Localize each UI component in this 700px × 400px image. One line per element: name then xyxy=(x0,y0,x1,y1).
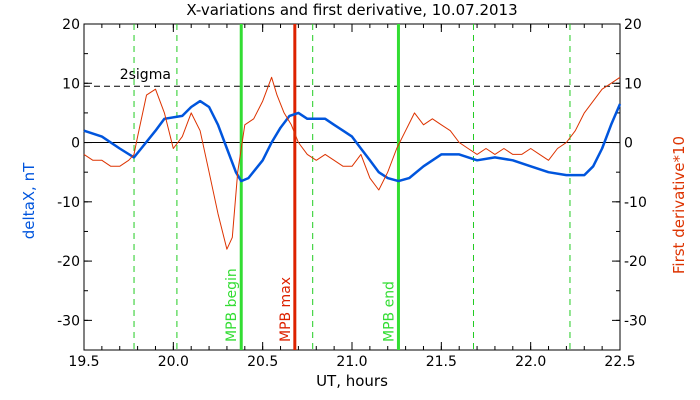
y-tick-label-left: -20 xyxy=(57,254,80,270)
chart-title: X-variations and first derivative, 10.07… xyxy=(186,1,517,19)
y-tick-label-left: 20 xyxy=(62,17,80,33)
x-tick-label: 19.5 xyxy=(68,354,99,370)
marker-label: MPB max xyxy=(278,277,294,342)
y-tick-label-left: -30 xyxy=(57,313,80,329)
y-tick-label-right: -30 xyxy=(624,313,647,329)
series-line-deltax xyxy=(83,99,622,183)
x-tick-label: 22.5 xyxy=(604,354,635,370)
y-tick-label-left: 0 xyxy=(71,136,80,152)
y-axis-label-right: First derivative*10 xyxy=(670,136,688,274)
y-axis-label-left: deltaX, nT xyxy=(20,162,38,239)
y-tick-label-right: 20 xyxy=(624,17,642,33)
x-tick-label: 22.0 xyxy=(515,354,546,370)
y-tick-label-left: 10 xyxy=(62,76,80,92)
threshold-label: 2sigma xyxy=(120,67,171,83)
y-tick-label-right: 10 xyxy=(624,76,642,92)
x-tick-label: 20.5 xyxy=(247,354,278,370)
x-axis-label: UT, hours xyxy=(316,372,388,390)
x-tick-label: 21.5 xyxy=(426,354,457,370)
x-tick-label: 21.0 xyxy=(336,354,367,370)
x-tick-label: 20.0 xyxy=(158,354,189,370)
y-tick-label-right: 0 xyxy=(624,136,633,152)
marker-label: MPB begin xyxy=(224,268,240,342)
y-tick-label-left: -10 xyxy=(57,195,80,211)
y-tick-label-right: -10 xyxy=(624,195,647,211)
series-line-derivative xyxy=(83,76,621,250)
marker-label: MPB end xyxy=(381,281,397,342)
y-tick-label-right: -20 xyxy=(624,254,647,270)
